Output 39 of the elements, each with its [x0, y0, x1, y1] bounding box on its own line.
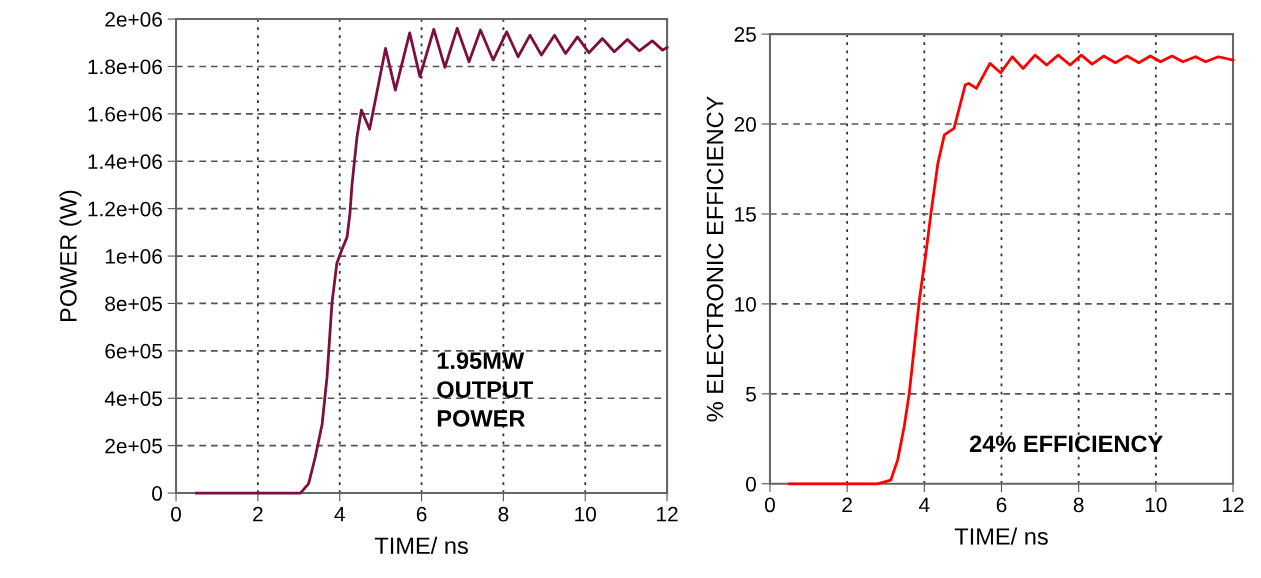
- x-axis-title: TIME/ ns: [374, 536, 468, 555]
- y-tick-label: 2e+06: [105, 12, 162, 27]
- x-tick-label: 0: [171, 506, 182, 522]
- x-tick-label: 6: [416, 506, 427, 522]
- x-tick-label: 4: [334, 506, 345, 522]
- y-tick-label: 10: [735, 296, 756, 312]
- y-tick-label: 0: [746, 476, 756, 492]
- y-tick-label: 4e+05: [104, 391, 162, 406]
- annotation: 1.95MW OUTPUT POWER: [437, 352, 534, 427]
- x-tick-label: 2: [842, 497, 852, 513]
- y-tick-label: 20: [734, 117, 756, 132]
- x-tick-label: 0: [764, 497, 775, 513]
- line-series: [195, 26, 669, 495]
- y-tick-label: 6e+05: [105, 343, 162, 359]
- x-tick-label: 10: [1145, 497, 1167, 513]
- x-tick-label: 12: [1223, 497, 1244, 513]
- y-tick-label: 8e+05: [105, 296, 162, 312]
- y-tick-label: 1.6e+06: [88, 106, 162, 122]
- x-tick-label: 4: [919, 497, 930, 513]
- line-series: [787, 53, 1235, 486]
- y-tick-label: 25: [734, 27, 756, 42]
- x-tick-label: 10: [575, 506, 596, 522]
- x-tick-label: 8: [1073, 497, 1084, 513]
- x-tick-label: 2: [253, 506, 263, 522]
- x-tick-label: 12: [657, 506, 678, 522]
- y-tick-label: 0: [152, 486, 163, 501]
- y-tick-label: 15: [735, 207, 756, 222]
- y-tick-label: 1.8e+06: [88, 59, 162, 75]
- y-tick-label: 2e+05: [105, 438, 162, 454]
- y-axis-title: % ELECTRONIC EFFICIENCY: [706, 96, 724, 422]
- x-tick-label: 8: [498, 506, 509, 522]
- y-axis-title: POWER (W): [59, 190, 82, 321]
- x-axis-title: TIME/ ns: [954, 527, 1048, 545]
- y-tick-label: 1.4e+06: [88, 154, 162, 170]
- y-tick-label: 5: [746, 387, 756, 402]
- y-tick-label: 1.2e+06: [88, 201, 162, 217]
- x-tick-label: 6: [996, 497, 1007, 513]
- annotation: 24% EFFICIENCY: [969, 435, 1163, 453]
- y-tick-label: 1e+06: [105, 249, 162, 264]
